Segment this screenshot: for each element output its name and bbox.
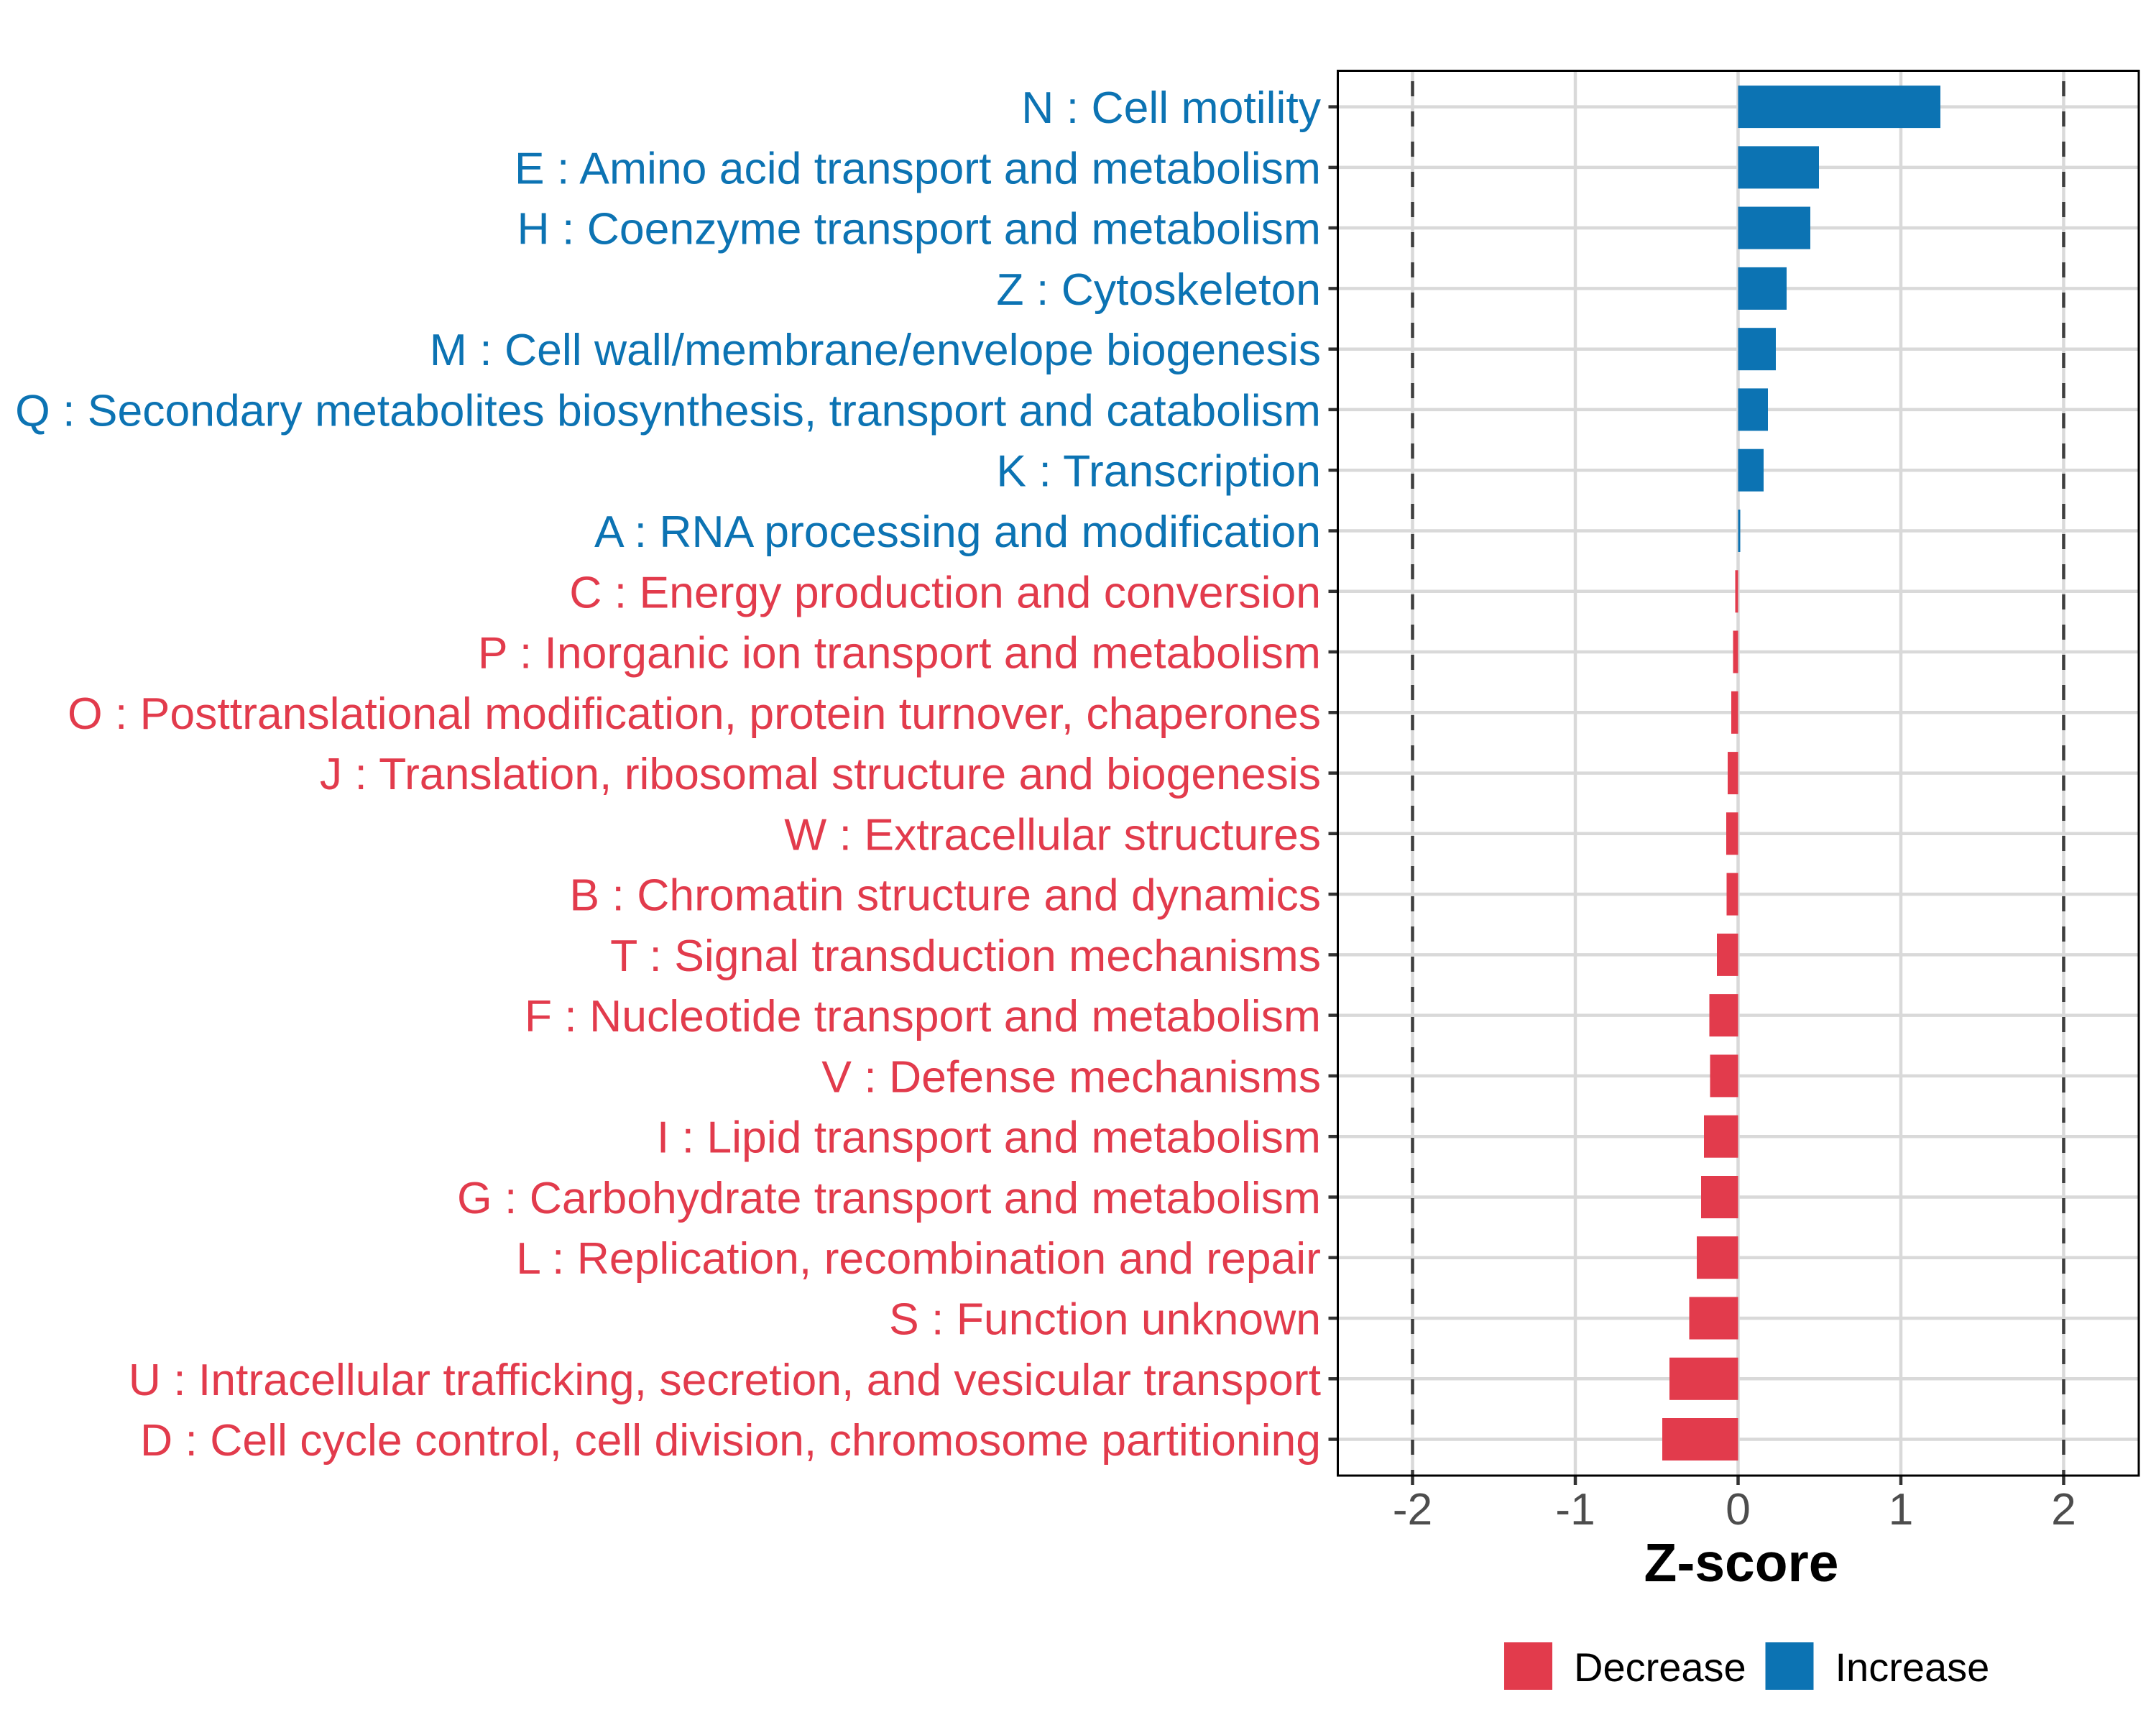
svg-text:-2: -2 (1393, 1484, 1433, 1535)
svg-text:E : Amino acid transport and m: E : Amino acid transport and metabolism (515, 143, 1321, 193)
svg-text:T : Signal transduction mechan: T : Signal transduction mechanisms (610, 931, 1321, 981)
svg-text:M : Cell wall/membrane/envelop: M : Cell wall/membrane/envelope biogenes… (430, 325, 1321, 375)
svg-text:C : Energy production and conv: C : Energy production and conversion (569, 567, 1321, 617)
svg-text:2: 2 (2051, 1484, 2076, 1535)
svg-text:D : Cell cycle control, cell d: D : Cell cycle control, cell division, c… (140, 1415, 1321, 1466)
svg-text:N : Cell motility: N : Cell motility (1021, 83, 1321, 133)
svg-text:O : Posttranslational modifica: O : Posttranslational modification, prot… (68, 689, 1321, 739)
svg-text:Q : Secondary metabolites bios: Q : Secondary metabolites biosynthesis, … (15, 385, 1321, 436)
svg-text:F : Nucleotide transport and m: F : Nucleotide transport and metabolism (525, 991, 1321, 1041)
svg-text:V : Defense mechanisms: V : Defense mechanisms (821, 1052, 1321, 1102)
svg-text:0: 0 (1726, 1484, 1751, 1535)
svg-text:Z : Cytoskeleton: Z : Cytoskeleton (996, 264, 1321, 315)
svg-text:B : Chromatin structure and dy: B : Chromatin structure and dynamics (569, 870, 1321, 921)
svg-text:Increase: Increase (1835, 1644, 1990, 1690)
svg-text:L : Replication, recombination: L : Replication, recombination and repai… (516, 1233, 1321, 1284)
svg-text:K : Transcription: K : Transcription (996, 446, 1321, 497)
svg-text:Z-score: Z-score (1644, 1532, 1839, 1593)
svg-text:W : Extracellular structures: W : Extracellular structures (784, 809, 1321, 860)
svg-text:G : Carbohydrate transport and: G : Carbohydrate transport and metabolis… (457, 1173, 1321, 1223)
svg-text:P : Inorganic ion transport an: P : Inorganic ion transport and metaboli… (478, 628, 1321, 678)
svg-text:-1: -1 (1555, 1484, 1595, 1535)
svg-text:Decrease: Decrease (1574, 1644, 1746, 1690)
svg-text:A : RNA processing and modific: A : RNA processing and modification (594, 507, 1321, 557)
svg-text:H : Coenzyme transport and met: H : Coenzyme transport and metabolism (517, 204, 1321, 254)
svg-text:I : Lipid transport and metabo: I : Lipid transport and metabolism (657, 1113, 1321, 1163)
svg-text:J : Translation, ribosomal str: J : Translation, ribosomal structure and… (320, 749, 1321, 799)
svg-text:1: 1 (1889, 1484, 1914, 1535)
svg-text:U : Intracellular trafficking,: U : Intracellular trafficking, secretion… (129, 1355, 1321, 1405)
svg-text:S : Function unknown: S : Function unknown (889, 1294, 1321, 1345)
